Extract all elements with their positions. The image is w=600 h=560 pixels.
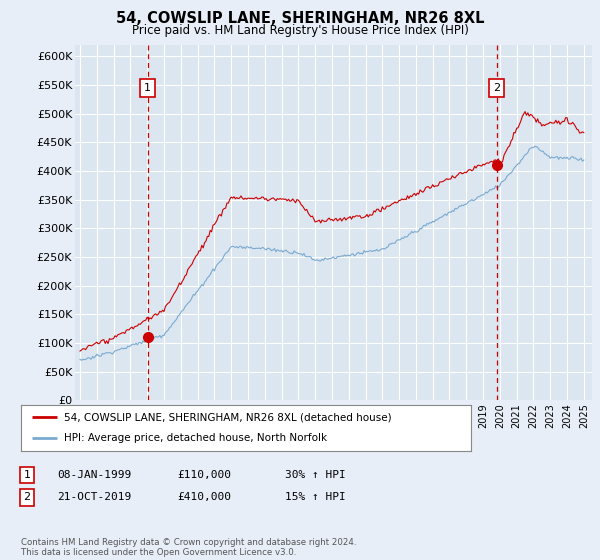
Text: 1: 1 [23,470,31,480]
Text: 21-OCT-2019: 21-OCT-2019 [57,492,131,502]
Text: £110,000: £110,000 [177,470,231,480]
Text: 30% ↑ HPI: 30% ↑ HPI [285,470,346,480]
Text: 1: 1 [144,83,151,93]
Text: Contains HM Land Registry data © Crown copyright and database right 2024.
This d: Contains HM Land Registry data © Crown c… [21,538,356,557]
Text: 54, COWSLIP LANE, SHERINGHAM, NR26 8XL: 54, COWSLIP LANE, SHERINGHAM, NR26 8XL [116,11,484,26]
Text: 08-JAN-1999: 08-JAN-1999 [57,470,131,480]
Text: 2: 2 [493,83,500,93]
Text: £410,000: £410,000 [177,492,231,502]
Text: 54, COWSLIP LANE, SHERINGHAM, NR26 8XL (detached house): 54, COWSLIP LANE, SHERINGHAM, NR26 8XL (… [64,412,391,422]
Text: 15% ↑ HPI: 15% ↑ HPI [285,492,346,502]
Text: Price paid vs. HM Land Registry's House Price Index (HPI): Price paid vs. HM Land Registry's House … [131,24,469,36]
Text: HPI: Average price, detached house, North Norfolk: HPI: Average price, detached house, Nort… [64,433,327,444]
Text: 2: 2 [23,492,31,502]
